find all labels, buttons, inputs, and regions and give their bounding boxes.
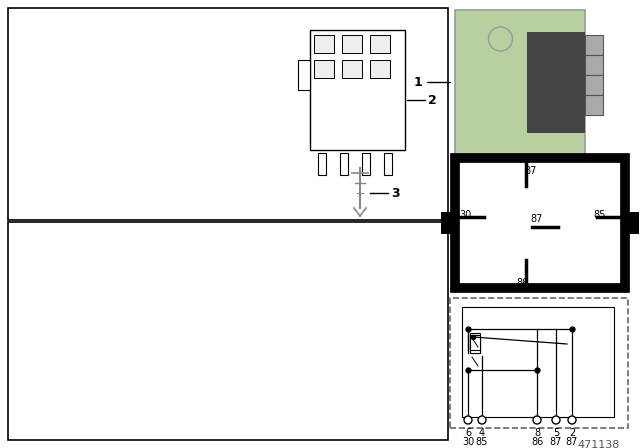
Text: 86: 86 [516,278,529,288]
Bar [470,336,480,353]
Text: 87: 87 [566,437,578,447]
Text: 85: 85 [593,210,606,220]
Bar [342,35,362,53]
Bar [450,298,628,428]
Circle shape [568,416,576,424]
Bar [585,75,603,95]
Text: 2: 2 [569,428,575,438]
Bar [455,10,585,155]
Bar [455,158,625,288]
Bar [8,222,448,440]
Bar [585,55,603,75]
Text: 3: 3 [391,186,399,199]
Bar [455,158,625,288]
Text: 85: 85 [476,437,488,447]
Bar [470,335,480,350]
Bar [340,153,348,175]
Bar [462,307,614,417]
Text: 1: 1 [413,76,422,89]
Bar [8,8,448,220]
Text: 5: 5 [553,428,559,438]
Text: 86: 86 [531,437,543,447]
Bar [441,212,455,234]
Bar [370,60,390,78]
Bar [318,153,326,175]
Text: 2: 2 [428,94,436,107]
Bar [370,35,390,53]
Text: 87: 87 [550,437,562,447]
Text: 30: 30 [462,437,474,447]
Bar [384,153,392,175]
Text: 30: 30 [460,210,472,220]
Bar [342,60,362,78]
Circle shape [552,416,560,424]
Bar [585,35,603,55]
Text: 8: 8 [534,428,540,438]
Text: 4: 4 [479,428,485,438]
Circle shape [533,416,541,424]
Text: 471138: 471138 [578,440,620,448]
Bar [470,333,480,353]
Bar [585,95,603,115]
Circle shape [464,416,472,424]
Circle shape [478,416,486,424]
Bar [527,32,585,133]
Text: 87: 87 [524,166,537,176]
Bar [625,212,639,234]
Bar [310,30,405,150]
Text: 87: 87 [530,214,542,224]
Text: 6: 6 [465,428,471,438]
Bar [314,35,334,53]
Bar [314,60,334,78]
Bar [362,153,370,175]
Bar [298,60,310,90]
